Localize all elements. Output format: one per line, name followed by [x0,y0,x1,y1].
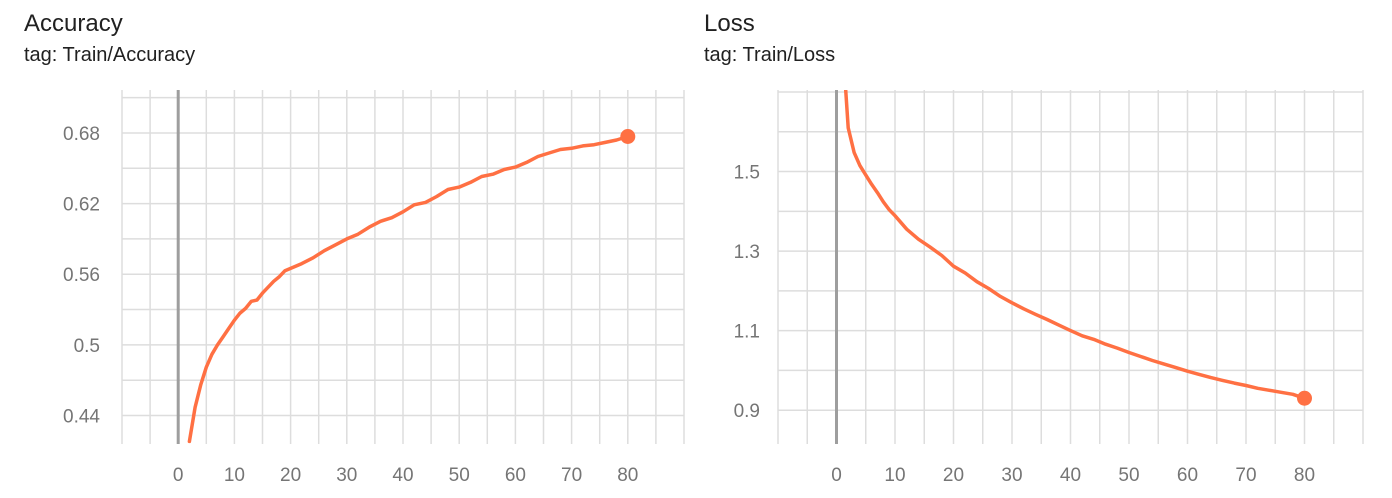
x-tick-label: 70 [561,465,582,486]
last-point-marker [620,129,636,145]
chart-subtitle: tag: Train/Accuracy [24,44,196,66]
x-tick-label: 10 [884,465,905,486]
x-tick-label: 20 [280,465,301,486]
x-tick-label: 60 [505,465,526,486]
x-tick-label: 30 [336,465,357,486]
x-tick-label: 80 [1294,465,1315,486]
y-tick-label: 1.3 [734,242,760,263]
loss-chart-panel: Loss tag: Train/Loss 0.9 1.1 1.3 1.5 0 10 20 30… [696,0,1392,498]
x-tick-label: 80 [617,465,638,486]
chart-title: Accuracy [24,10,123,37]
accuracy-chart-panel: Accuracy tag: Train/Accuracy 0.44 0.5 0.56… [24,10,685,486]
loss-chart-plot: 0.9 1.1 1.3 1.5 0 10 20 30 40 50 60 70 80 [734,90,1364,486]
last-point-marker [1297,390,1312,406]
x-tick-label: 60 [1177,465,1198,486]
y-tick-label: 1.1 [734,322,760,343]
chart-subtitle: tag: Train/Loss [704,44,836,66]
x-tick-label: 30 [1001,465,1022,486]
x-tick-label: 70 [1235,465,1256,486]
x-tick-label: 0 [831,465,842,486]
x-tick-label: 20 [943,465,964,486]
x-tick-label: 10 [224,465,245,486]
y-tick-label: 1.5 [734,163,760,184]
x-tick-label: 0 [173,465,184,486]
x-tick-label: 50 [449,465,470,486]
y-tick-label: 0.9 [734,401,760,422]
series-line [187,134,630,444]
y-tick-label: 0.68 [63,124,100,145]
series-line [843,90,1307,401]
y-tick-label: 0.5 [74,336,100,357]
y-tick-label: 0.56 [63,265,100,286]
y-tick-label: 0.44 [63,407,100,428]
x-tick-label: 50 [1118,465,1139,486]
x-tick-label: 40 [392,465,413,486]
accuracy-chart-plot: 0.44 0.5 0.56 0.62 0.68 0 10 20 30 40 50 60 70 80 [63,90,685,486]
y-tick-label: 0.62 [63,195,100,216]
x-tick-label: 40 [1060,465,1081,486]
chart-title: Loss [704,10,755,37]
